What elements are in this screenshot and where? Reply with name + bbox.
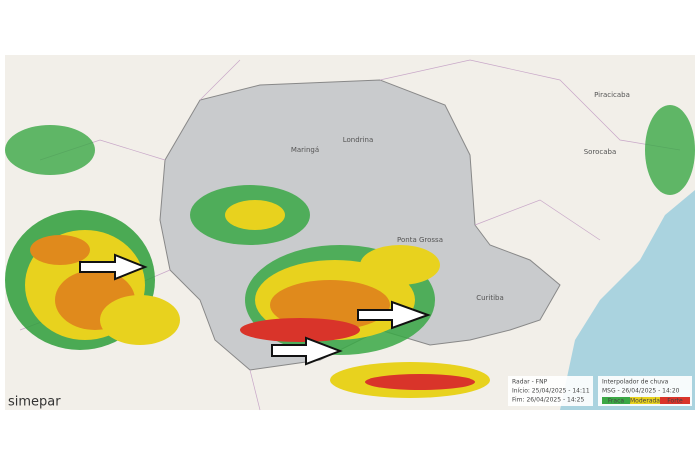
city-label: Ponta Grossa [397, 236, 443, 244]
legend-text: MSG - 26/04/2025 - 14:20 [602, 388, 680, 395]
legend-text: Radar - FNP [512, 379, 548, 386]
map: Maringá Londrina Curitiba Ponta Grossa S… [5, 55, 695, 411]
legend: Radar - FNP Início: 25/04/2025 - 14:11 F… [508, 376, 692, 406]
radar-echoes [5, 105, 695, 398]
scale-swatch [630, 397, 660, 404]
city-label: Curitiba [476, 294, 504, 302]
logo: simepar [8, 395, 61, 410]
scale-swatch [602, 397, 630, 404]
legend-text: Interpolador de chuva [602, 379, 669, 386]
scale-label: Forte [667, 398, 683, 405]
ocean [560, 190, 695, 410]
legend-text: Fim: 26/04/2025 - 14:25 [512, 397, 584, 404]
scale-swatch [660, 397, 690, 404]
arrows [79, 253, 431, 366]
scale-label: Moderada [630, 398, 660, 405]
city-label: Sorocaba [584, 148, 617, 156]
city-label: Maringá [291, 146, 319, 154]
city-label: Londrina [343, 136, 374, 144]
legend-box [508, 376, 593, 406]
city-label: Piracicaba [594, 91, 630, 99]
scale-label: Fraca [608, 398, 624, 405]
legend-text: Início: 25/04/2025 - 14:11 [512, 388, 590, 395]
